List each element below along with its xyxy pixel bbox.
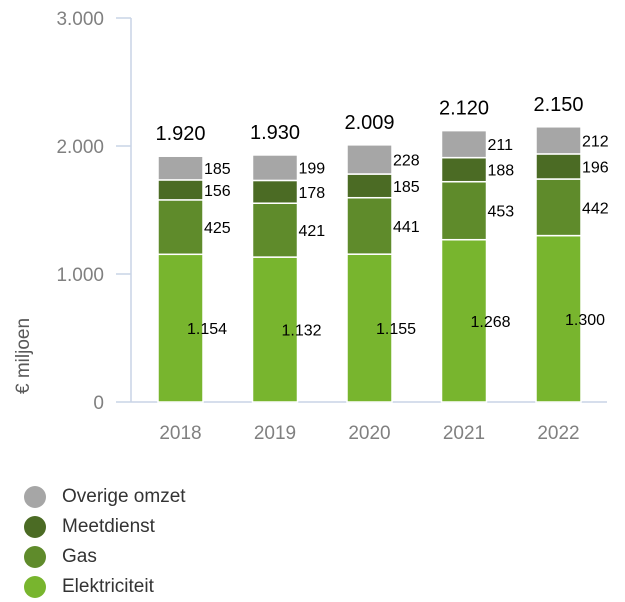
bar-segment-elektriciteit <box>346 253 393 403</box>
bar-segment-overige-omzet <box>440 129 488 159</box>
legend-label: Meetdienst <box>62 516 155 537</box>
segment-value-label: 188 <box>488 163 515 180</box>
segment-value-label: 156 <box>204 183 231 200</box>
segment-value-label: 442 <box>582 200 609 217</box>
bar-segment-gas <box>157 199 204 256</box>
labels: 1.154 425 156 185 1.920 1.132 421 178 199 1.930 1.… <box>155 94 608 340</box>
segment-value-label: 1.300 <box>565 312 605 329</box>
y-tick-label: 2.000 <box>56 137 104 158</box>
segment-value-label: 212 <box>582 133 609 150</box>
bar-segment-elektriciteit <box>440 238 488 403</box>
legend-label: Elektriciteit <box>62 576 154 597</box>
bar-segment-meetdienst <box>157 179 204 201</box>
bar-segment-meetdienst <box>440 156 488 183</box>
bar-segment-meetdienst <box>346 173 393 199</box>
legend-item-meetdienst: Meetdienst <box>24 512 186 542</box>
bar-segment-gas <box>346 196 393 255</box>
segment-value-label: 185 <box>393 179 420 196</box>
y-axis-title: € miljoen <box>13 318 34 394</box>
bar-segment-elektriciteit <box>157 253 204 403</box>
bar-segment-meetdienst <box>251 179 299 204</box>
x-tick-label: 2021 <box>443 423 485 444</box>
bar-segment-meetdienst <box>535 153 582 180</box>
bar-segment-overige-omzet <box>251 154 299 182</box>
x-tick-label: 2020 <box>348 423 390 444</box>
segment-value-label: 178 <box>299 185 326 202</box>
legend-item-gas: Gas <box>24 542 186 572</box>
segment-value-label: 1.154 <box>187 321 227 338</box>
x-tick-label: 2022 <box>537 423 579 444</box>
segment-value-label: 1.132 <box>282 323 322 340</box>
bar-segment-gas <box>535 178 582 237</box>
legend-item-elektriciteit: Elektriciteit <box>24 572 186 602</box>
total-value-label: 2.150 <box>533 94 583 116</box>
segment-value-label: 421 <box>299 223 326 240</box>
bar-segment-gas <box>251 202 299 258</box>
segment-value-label: 228 <box>393 152 420 169</box>
total-value-label: 1.920 <box>155 123 205 145</box>
total-value-label: 1.930 <box>250 122 300 144</box>
segment-value-label: 441 <box>393 219 420 236</box>
total-value-label: 2.009 <box>344 112 394 134</box>
legend-marker <box>24 546 46 568</box>
axes: 0 1.000 2.000 3.000 € miljoen 2018 2019 2020 202… <box>13 9 607 444</box>
bars <box>157 126 582 403</box>
y-tick-label: 3.000 <box>56 9 104 30</box>
legend-label: Gas <box>62 546 97 567</box>
bar-segment-overige-omzet <box>346 144 393 175</box>
y-tick-label: 1.000 <box>56 265 104 286</box>
bar-segment-elektriciteit <box>251 256 299 403</box>
segment-value-label: 185 <box>204 161 231 178</box>
segment-value-label: 199 <box>299 161 326 178</box>
total-value-label: 2.120 <box>439 98 489 120</box>
legend-marker <box>24 486 46 508</box>
x-tick-label: 2019 <box>254 423 296 444</box>
legend: Overige omzet Meetdienst Gas Elektriciteit <box>24 482 186 602</box>
bar-segment-overige-omzet <box>535 126 582 155</box>
y-tick-label: 0 <box>93 393 104 414</box>
legend-marker <box>24 516 46 538</box>
segment-value-label: 453 <box>488 204 515 221</box>
segment-value-label: 1.155 <box>376 321 416 338</box>
legend-marker <box>24 576 46 598</box>
segment-value-label: 1.268 <box>471 314 511 331</box>
bar-segment-overige-omzet <box>157 155 204 181</box>
segment-value-label: 425 <box>204 220 231 237</box>
x-tick-label: 2018 <box>159 423 201 444</box>
bar-segment-elektriciteit <box>535 234 582 403</box>
bar-segment-gas <box>440 180 488 241</box>
legend-item-overige-omzet: Overige omzet <box>24 482 186 512</box>
segment-value-label: 211 <box>488 137 514 154</box>
segment-value-label: 196 <box>582 159 609 176</box>
legend-label: Overige omzet <box>62 486 186 507</box>
